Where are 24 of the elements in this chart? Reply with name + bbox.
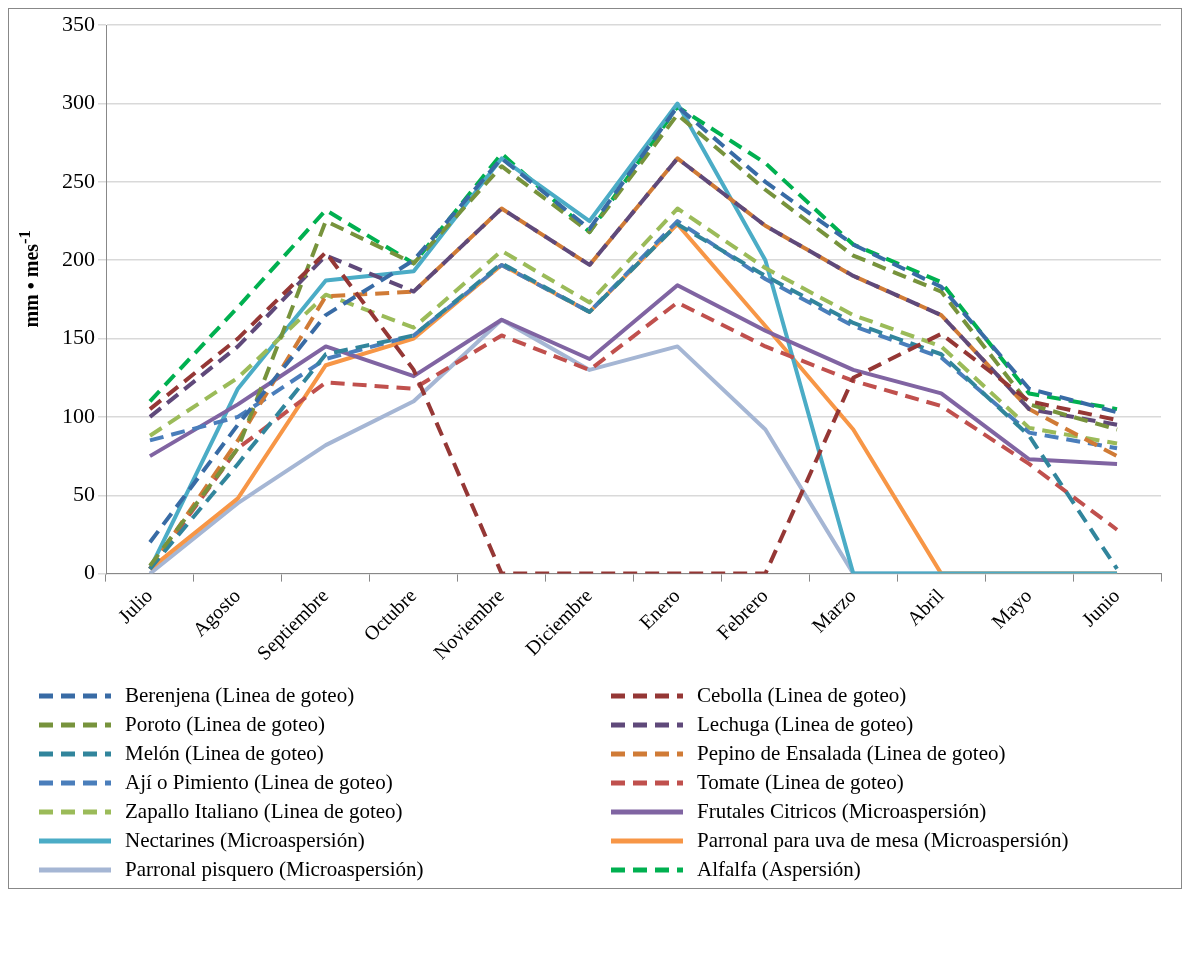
y-tick-label: 350 xyxy=(62,10,95,36)
legend-label: Poroto (Linea de goteo) xyxy=(125,712,326,737)
legend-label: Ají o Pimiento (Linea de goteo) xyxy=(125,770,393,795)
y-tick-label: 0 xyxy=(84,559,95,585)
legend-label: Frutales Citricos (Microaspersión) xyxy=(697,799,987,824)
legend-label: Lechuga (Linea de goteo) xyxy=(697,712,914,737)
y-tick-label: 200 xyxy=(62,246,95,272)
y-tick-label: 300 xyxy=(62,89,95,115)
legend-label: Nectarines (Microaspersión) xyxy=(125,828,365,853)
legend-label: Pepino de Ensalada (Linea de goteo) xyxy=(697,741,1006,766)
legend-label: Zapallo Italiano (Linea de goteo) xyxy=(125,799,403,824)
y-tick-label: 150 xyxy=(62,324,95,350)
legend-label: Alfalfa (Aspersión) xyxy=(697,857,861,882)
legend-label: Melón (Linea de goteo) xyxy=(125,741,324,766)
legend-label: Cebolla (Linea de goteo) xyxy=(697,683,907,708)
x-tick-label: Julio xyxy=(113,584,157,628)
y-tick-label: 50 xyxy=(73,481,95,507)
legend-label: Tomate (Linea de goteo) xyxy=(697,770,904,795)
legend-label: Parronal para uva de mesa (Microaspersión) xyxy=(697,828,1069,853)
line-series xyxy=(147,156,1120,427)
legend-label: Parronal pisquero (Microaspersión) xyxy=(125,857,424,882)
y-tick-label: 100 xyxy=(62,402,95,428)
legend-label: Berenjena (Linea de goteo) xyxy=(125,683,355,708)
y-tick-label: 250 xyxy=(62,167,95,193)
